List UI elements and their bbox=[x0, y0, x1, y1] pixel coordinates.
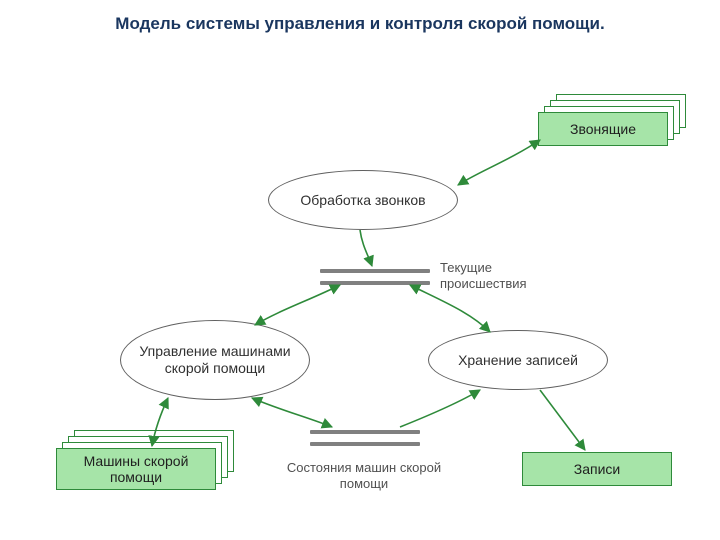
datastore-current-incidents-bar-bottom bbox=[320, 281, 430, 285]
datastore-current-incidents-bar-top bbox=[320, 269, 430, 273]
process-record-storage: Хранение записей bbox=[428, 330, 608, 390]
page-title: Модель системы управления и контроля ско… bbox=[0, 14, 720, 34]
edge bbox=[360, 230, 372, 266]
node-label: Записи bbox=[574, 461, 620, 477]
process-ambulance-management: Управление машинами скорой помощи bbox=[120, 320, 310, 400]
edge bbox=[458, 140, 540, 185]
datastore-current-incidents-label: Текущие происшествия bbox=[440, 260, 560, 291]
external-records: Записи bbox=[522, 452, 672, 486]
edge bbox=[252, 398, 332, 427]
edge bbox=[400, 390, 480, 427]
datastore-vehicle-states-label: Состояния машин скорой помощи bbox=[284, 460, 444, 491]
datastore-vehicle-states-bar-bottom bbox=[310, 442, 420, 446]
datastore-vehicle-states-bar-top bbox=[310, 430, 420, 434]
stack-front-card: Звонящие bbox=[538, 112, 668, 146]
edge bbox=[255, 285, 340, 325]
node-label: Управление машинами скорой помощи bbox=[125, 343, 305, 377]
edge bbox=[540, 390, 585, 450]
node-label: Хранение записей bbox=[458, 352, 578, 369]
edge bbox=[410, 285, 490, 332]
process-call-handling: Обработка звонков bbox=[268, 170, 458, 230]
stack-front-card: Машины скорой помощи bbox=[56, 448, 216, 490]
diagram-canvas: Модель системы управления и контроля ско… bbox=[0, 0, 720, 540]
node-label: Обработка звонков bbox=[300, 192, 425, 209]
